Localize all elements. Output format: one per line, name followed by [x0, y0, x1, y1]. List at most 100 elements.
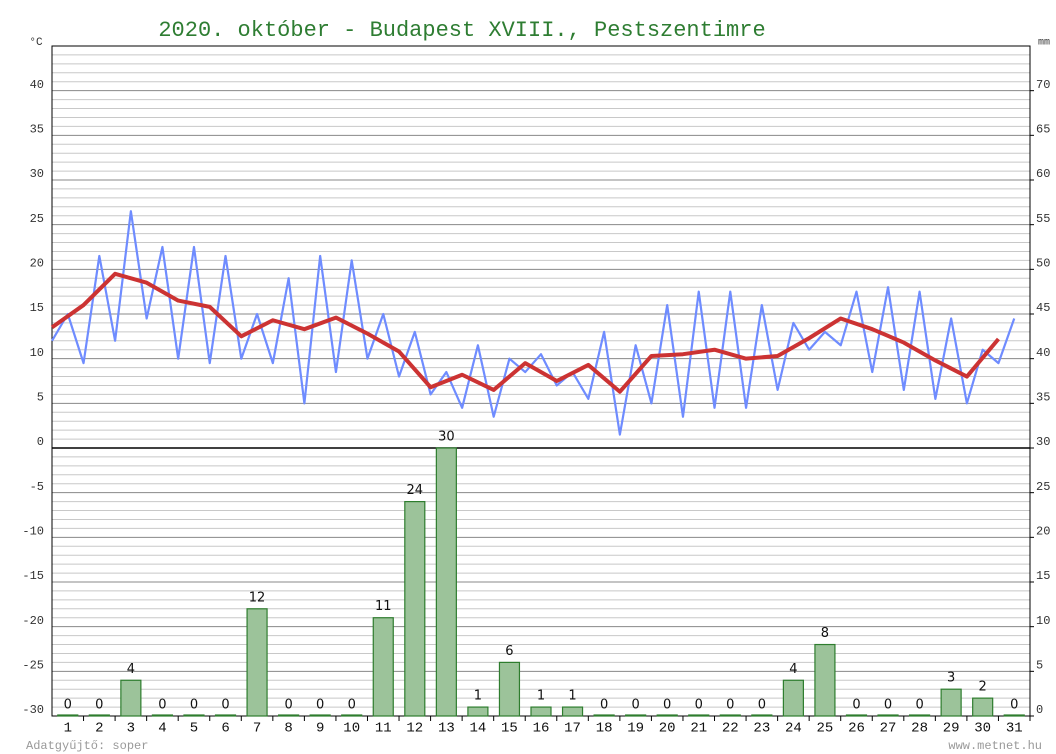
x-tick-label: 31 [1006, 721, 1023, 737]
precip-bar [877, 714, 899, 717]
x-tick-label: 8 [284, 721, 292, 737]
value-label: 0 [758, 698, 766, 713]
x-tick-label: 2 [95, 721, 103, 737]
value-label: 0 [64, 698, 72, 713]
value-label: 1 [537, 689, 545, 704]
value-label: 3 [947, 671, 955, 686]
value-label: 8 [821, 626, 829, 641]
value-label: 2 [979, 680, 987, 695]
x-tick-label: 21 [690, 721, 707, 737]
chart-title: 2020. október - Budapest XVIII., Pestsze… [158, 18, 765, 43]
x-tick-label: 1 [64, 721, 72, 737]
value-label: 4 [789, 662, 797, 677]
precip-bar [782, 679, 804, 717]
y-tick-label: -15 [22, 569, 44, 583]
y-tick-label: -30 [22, 703, 44, 717]
y2-tick-label: 45 [1036, 301, 1050, 315]
y2-tick-label: 70 [1036, 78, 1050, 92]
precip-bar [908, 714, 931, 717]
y-tick-label: -20 [22, 614, 44, 628]
y2-tick-label: 50 [1036, 257, 1050, 271]
precip-bar [57, 714, 79, 717]
value-label: 0 [316, 698, 324, 713]
precip-bar [246, 608, 268, 717]
value-label: 0 [1010, 698, 1018, 713]
value-label: 0 [600, 698, 608, 713]
precip-bar [183, 714, 205, 717]
value-label: 1 [568, 689, 576, 704]
x-tick-label: 10 [343, 721, 360, 737]
precip-bar [625, 714, 647, 717]
precip-bar [372, 617, 394, 717]
value-label: 0 [852, 698, 860, 713]
y-tick-label: 20 [30, 257, 44, 271]
y-tick-label: 35 [30, 123, 44, 137]
y2-tick-label: 0 [1036, 703, 1043, 717]
x-tick-label: 17 [564, 721, 581, 737]
precip-bar [214, 714, 237, 717]
y-tick-label: -25 [22, 659, 44, 673]
y-unit: °C [29, 37, 43, 49]
value-label: 6 [505, 644, 513, 659]
x-tick-label: 3 [127, 721, 135, 737]
y2-tick-label: 15 [1036, 569, 1050, 583]
value-label: 0 [348, 698, 356, 713]
temperature-line [50, 271, 1000, 394]
temperature-line [51, 210, 1016, 436]
footer-right: www.metnet.hu [948, 739, 1042, 753]
precip-bar [972, 697, 994, 717]
precip-bar [151, 714, 174, 717]
x-tick-label: 9 [316, 721, 324, 737]
y2-tick-label: 25 [1036, 480, 1050, 494]
x-tick-label: 11 [375, 721, 392, 737]
y-tick-label: 5 [37, 391, 44, 405]
precip-bar [814, 643, 836, 717]
value-label: 0 [190, 698, 198, 713]
precip-bar [404, 501, 426, 717]
precip-bar [498, 661, 521, 717]
y2-tick-label: 10 [1036, 614, 1050, 628]
y2-tick-label: 35 [1036, 391, 1050, 405]
footer-left: Adatgyűjtő: soper [26, 739, 148, 753]
value-label: 4 [127, 662, 135, 677]
value-label: 11 [375, 599, 392, 614]
x-tick-label: 25 [817, 721, 834, 737]
value-label: 0 [884, 698, 892, 713]
x-tick-label: 20 [659, 721, 676, 737]
precip-bar [940, 688, 962, 717]
value-label: 0 [726, 698, 734, 713]
x-tick-label: 30 [974, 721, 991, 737]
value-label: 12 [249, 590, 266, 605]
x-tick-label: 28 [911, 721, 928, 737]
x-tick-label: 6 [221, 721, 229, 737]
x-tick-label: 18 [596, 721, 613, 737]
y-tick-label: 40 [30, 78, 44, 92]
x-tick-label: 15 [501, 721, 518, 737]
x-tick-label: 13 [438, 721, 455, 737]
precip-bar [561, 706, 584, 717]
x-tick-label: 4 [158, 721, 166, 737]
y2-tick-label: 60 [1036, 167, 1050, 181]
y2-tick-label: 65 [1036, 123, 1050, 137]
x-tick-label: 19 [627, 721, 644, 737]
precip-bar [845, 714, 868, 717]
x-tick-label: 29 [943, 721, 960, 737]
y-tick-label: -10 [22, 525, 44, 539]
precip-bar [656, 714, 678, 717]
y-tick-label: 0 [37, 435, 44, 449]
precip-bar [688, 714, 710, 717]
y2-unit: mm [1038, 38, 1050, 49]
precip-bar [120, 679, 142, 717]
y-tick-label: 10 [30, 346, 44, 360]
x-tick-label: 27 [880, 721, 897, 737]
precip-bar [1003, 714, 1025, 717]
value-label: 0 [284, 698, 292, 713]
y-tick-label: 15 [30, 301, 44, 315]
value-label: 0 [221, 698, 229, 713]
x-tick-label: 26 [848, 721, 865, 737]
precip-bar [593, 714, 615, 717]
precip-bar [341, 714, 363, 717]
x-tick-label: 7 [253, 721, 261, 737]
x-tick-label: 5 [190, 721, 198, 737]
